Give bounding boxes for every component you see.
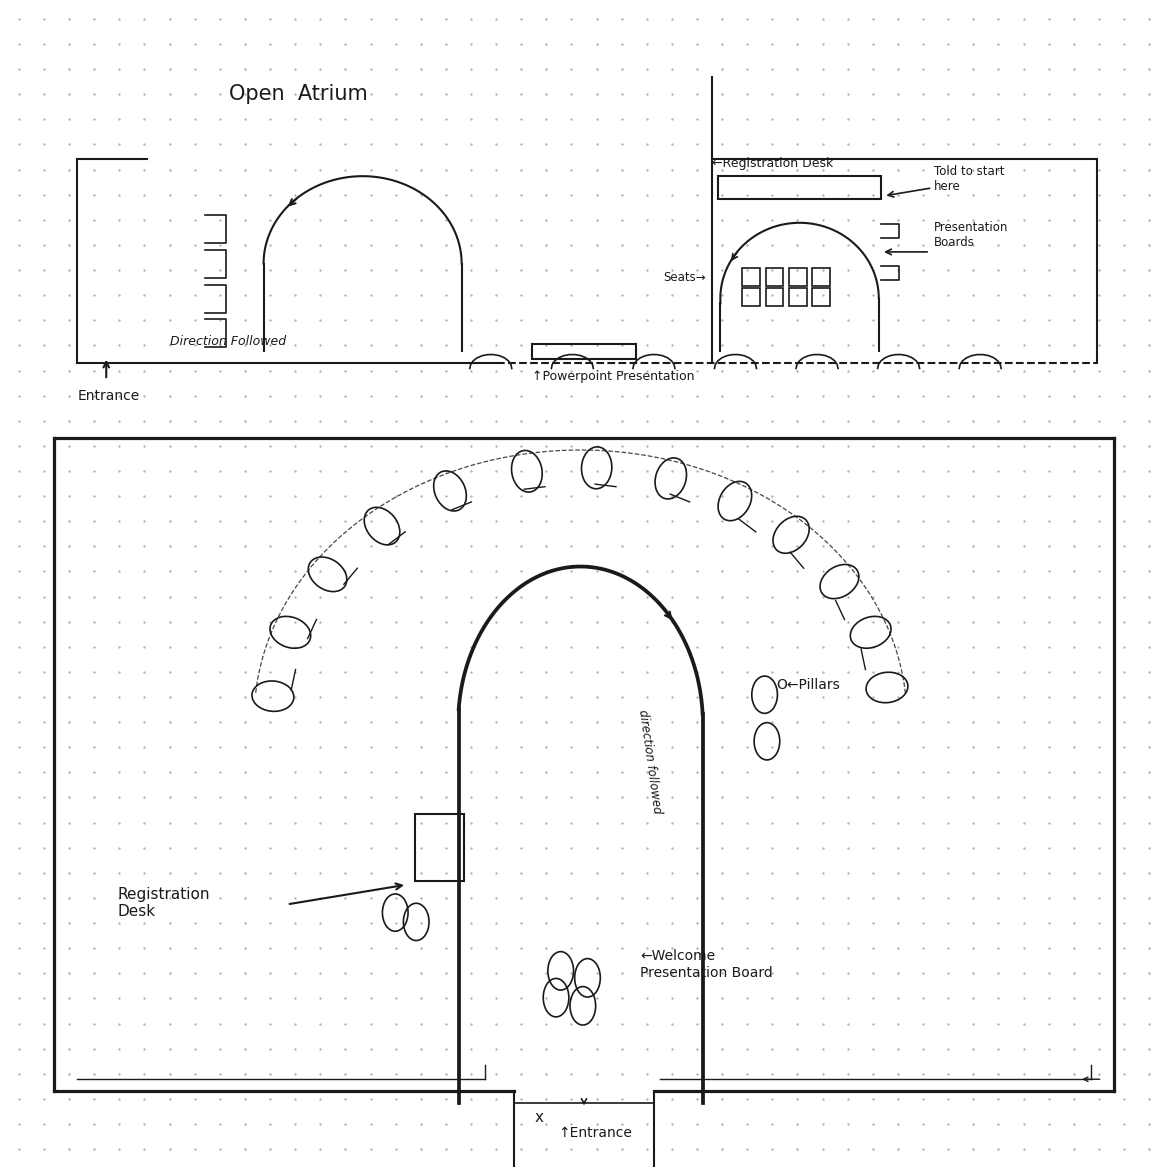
Text: direction followed: direction followed <box>637 708 663 814</box>
Text: ←Welcome
Presentation Board: ←Welcome Presentation Board <box>640 950 773 980</box>
Text: Seats→: Seats→ <box>663 271 705 284</box>
Text: ↑Entrance: ↑Entrance <box>558 1126 632 1140</box>
Text: ↑Powerpoint Presentation: ↑Powerpoint Presentation <box>531 370 694 383</box>
Bar <box>766 269 784 286</box>
Bar <box>718 176 881 200</box>
Text: Direction Followed: Direction Followed <box>171 335 286 348</box>
Bar <box>743 269 760 286</box>
Bar <box>531 343 637 359</box>
Text: x: x <box>535 1111 544 1125</box>
Bar <box>766 288 784 306</box>
Text: Registration
Desk: Registration Desk <box>118 887 210 919</box>
Text: Entrance: Entrance <box>77 389 139 403</box>
Text: Open  Atrium: Open Atrium <box>229 84 368 104</box>
Text: O←Pillars: O←Pillars <box>777 677 840 691</box>
Text: Told to start
here: Told to start here <box>933 165 1004 193</box>
Bar <box>813 269 829 286</box>
Bar <box>790 288 807 306</box>
Bar <box>813 288 829 306</box>
Bar <box>743 288 760 306</box>
Bar <box>790 269 807 286</box>
Text: ←Registration Desk: ←Registration Desk <box>712 157 834 169</box>
Bar <box>415 814 464 881</box>
Text: Presentation
Boards: Presentation Boards <box>933 221 1008 249</box>
